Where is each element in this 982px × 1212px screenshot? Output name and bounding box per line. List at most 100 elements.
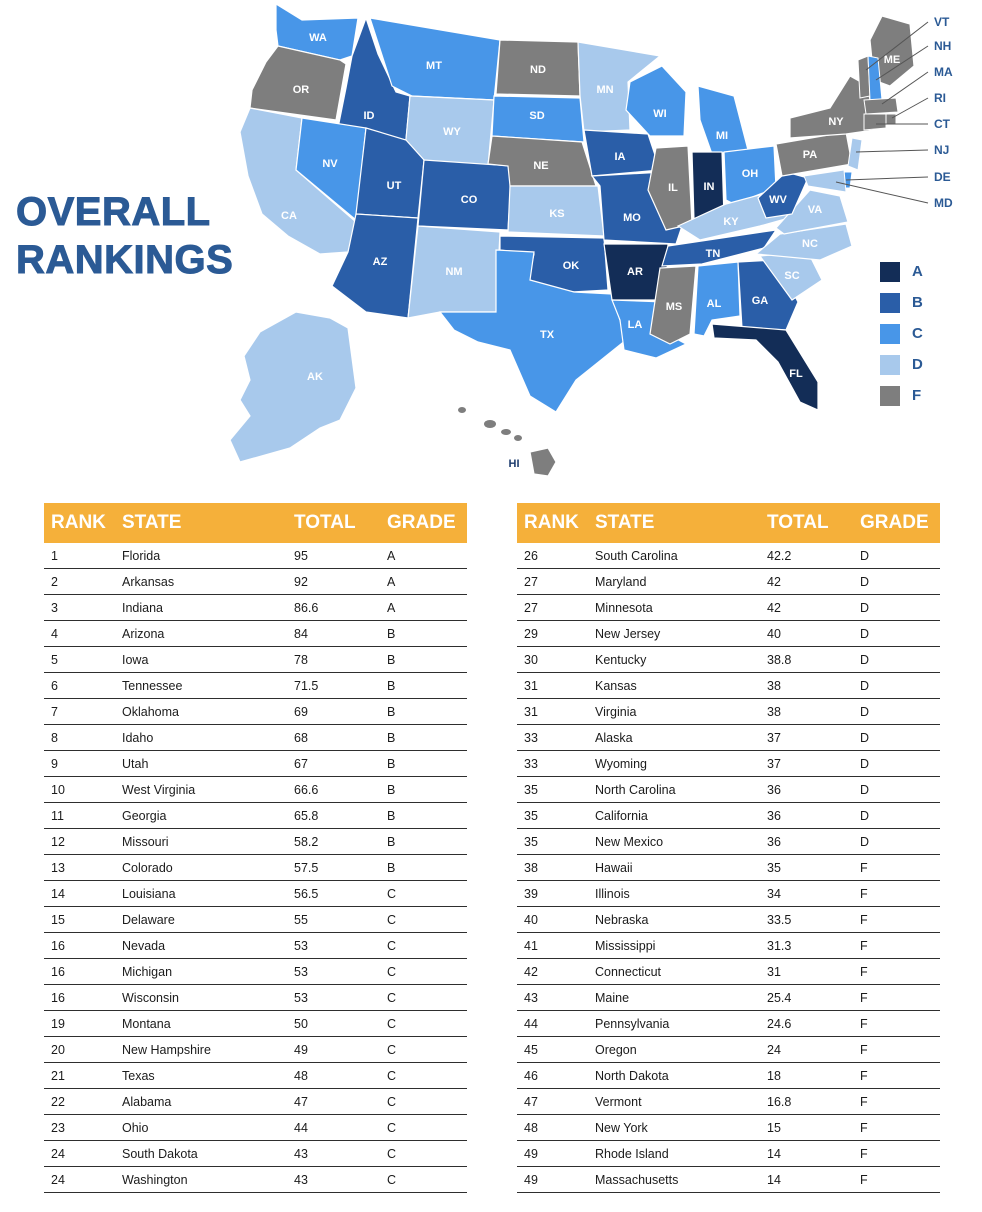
legend-label: A <box>912 263 923 280</box>
table-row: 46 North Dakota 18 F <box>517 1063 940 1089</box>
state-md <box>803 169 847 193</box>
state-label-ar: AR <box>627 266 643 278</box>
cell-grade: B <box>387 678 396 693</box>
state-label-nd: ND <box>530 64 546 76</box>
table-body: 1 Florida 95 A 2 Arkansas 92 A 3 Indiana 86.6 A 4 Ari… <box>44 543 467 1193</box>
cell-state: Massachusetts <box>595 1172 679 1187</box>
cell-grade: F <box>860 1146 868 1161</box>
cell-rank: 40 <box>524 912 538 927</box>
header-rank: RANK <box>524 512 579 533</box>
state-label-la: LA <box>628 319 643 331</box>
cell-total: 58.2 <box>294 834 319 849</box>
cell-grade: D <box>860 626 870 641</box>
cell-state: Utah <box>122 756 149 771</box>
legend-item: F <box>880 380 923 411</box>
cell-total: 42.2 <box>767 548 792 563</box>
rankings-table-left: RANK STATE TOTAL GRADE 1 Florida 95 A 2 Arkan… <box>44 503 467 1193</box>
table-row: 26 South Carolina 42.2 D <box>517 543 940 569</box>
legend-label: F <box>912 387 922 404</box>
state-label-ks: KS <box>549 208 564 220</box>
table-row: 47 Vermont 16.8 F <box>517 1089 940 1115</box>
table-row: 9 Utah 67 B <box>44 751 467 777</box>
cell-rank: 35 <box>524 834 538 849</box>
cell-rank: 13 <box>51 860 65 875</box>
state-label-tx: TX <box>540 329 555 341</box>
header-grade: GRADE <box>387 512 456 533</box>
table-row: 31 Virginia 38 D <box>517 699 940 725</box>
cell-grade: D <box>860 678 870 693</box>
cell-total: 43 <box>294 1172 308 1187</box>
table-row: 38 Hawaii 35 F <box>517 855 940 881</box>
state-label-fl: FL <box>789 368 803 380</box>
cell-total: 31 <box>767 964 781 979</box>
table-row: 39 Illinois 34 F <box>517 881 940 907</box>
callout-line <box>875 45 929 81</box>
state-label-ga: GA <box>752 295 769 307</box>
cell-state: Delaware <box>122 912 175 927</box>
cell-total: 57.5 <box>294 860 319 875</box>
cell-grade: C <box>387 1016 397 1031</box>
state-ma <box>863 97 899 115</box>
cell-state: Tennessee <box>122 678 183 693</box>
state-label-sd: SD <box>529 110 544 122</box>
cell-grade: F <box>860 860 868 875</box>
table-body: 26 South Carolina 42.2 D 27 Maryland 42 D 27 Minn… <box>517 543 940 1193</box>
cell-total: 16.8 <box>767 1094 792 1109</box>
state-ms <box>649 265 697 345</box>
state-label-in: IN <box>704 181 715 193</box>
cell-grade: F <box>860 990 868 1005</box>
cell-state: Virginia <box>595 704 637 719</box>
callout-label-ct: CT <box>934 117 951 131</box>
cell-rank: 27 <box>524 574 538 589</box>
cell-state: Oregon <box>595 1042 637 1057</box>
cell-grade: A <box>387 600 396 615</box>
cell-grade: B <box>387 860 396 875</box>
state-label-ky: KY <box>723 216 739 228</box>
table-row: 24 South Dakota 43 C <box>44 1141 467 1167</box>
table-row: 5 Iowa 78 B <box>44 647 467 673</box>
cell-grade: F <box>860 1172 868 1187</box>
state-wa <box>275 2 359 61</box>
cell-state: Idaho <box>122 730 154 745</box>
table-row: 44 Pennsylvania 24.6 F <box>517 1011 940 1037</box>
cell-rank: 8 <box>51 730 58 745</box>
cell-state: Vermont <box>595 1094 642 1109</box>
cell-total: 47 <box>294 1094 308 1109</box>
cell-rank: 22 <box>51 1094 65 1109</box>
cell-state: Ohio <box>122 1120 149 1135</box>
cell-rank: 16 <box>51 938 65 953</box>
cell-total: 86.6 <box>294 600 319 615</box>
state-label-wi: WI <box>653 108 666 120</box>
cell-grade: C <box>387 886 397 901</box>
cell-total: 55 <box>294 912 308 927</box>
state-label-ut: UT <box>387 180 402 192</box>
cell-state: Rhode Island <box>595 1146 669 1161</box>
cell-state: Maine <box>595 990 630 1005</box>
callout-line <box>835 181 929 204</box>
table-row: 29 New Jersey 40 D <box>517 621 940 647</box>
cell-total: 84 <box>294 626 308 641</box>
state-label-sc: SC <box>784 270 799 282</box>
cell-grade: D <box>860 704 870 719</box>
cell-grade: B <box>387 626 396 641</box>
cell-state: Missouri <box>122 834 169 849</box>
table-row: 4 Arizona 84 B <box>44 621 467 647</box>
state-label-id: ID <box>364 110 375 122</box>
cell-rank: 35 <box>524 808 538 823</box>
state-va <box>775 189 849 235</box>
cell-grade: D <box>860 652 870 667</box>
table-row: 31 Kansas 38 D <box>517 673 940 699</box>
cell-state: Arizona <box>122 626 165 641</box>
table-row: 30 Kentucky 38.8 D <box>517 647 940 673</box>
cell-state: Maryland <box>595 574 647 589</box>
cell-rank: 19 <box>51 1016 65 1031</box>
cell-total: 53 <box>294 964 308 979</box>
cell-grade: D <box>860 834 870 849</box>
us-map-svg: WAORCAIDNVMTWYUTAZCONMNDSDNEKSOKTXMNIAMO… <box>229 2 953 477</box>
cell-rank: 31 <box>524 678 538 693</box>
cell-total: 15 <box>767 1120 781 1135</box>
state-label-ok: OK <box>563 260 580 272</box>
cell-state: New York <box>595 1120 648 1135</box>
table-row: 27 Maryland 42 D <box>517 569 940 595</box>
cell-total: 66.6 <box>294 782 319 797</box>
